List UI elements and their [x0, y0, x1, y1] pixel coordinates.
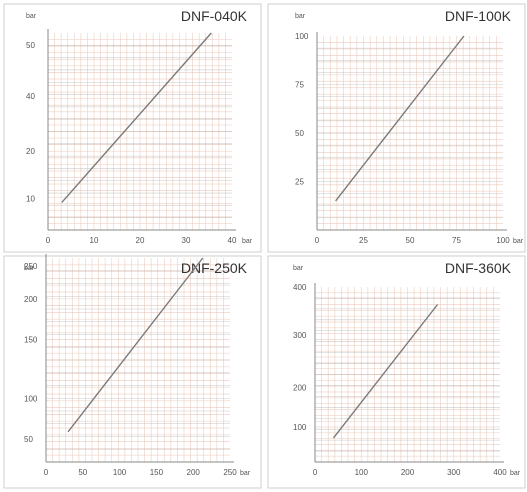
x-tick-label: 150	[150, 468, 164, 477]
x-tick-label: 300	[447, 468, 461, 477]
x-tick-label: 0	[313, 468, 318, 477]
y-tick-label: 150	[24, 336, 38, 345]
chart-panel-1: DNF-040K bar 0 10 20 30 40 bar 10 20 40 50	[3, 3, 262, 253]
x-axis-label: bar	[513, 238, 524, 245]
x-axis-label: bar	[240, 470, 251, 477]
x-tick-label: 0	[315, 236, 320, 245]
y-tick-label: 100	[24, 394, 38, 403]
x-tick-label: 50	[78, 468, 87, 477]
y-tick-label: 10	[26, 194, 35, 203]
y-tick-label: 50	[26, 41, 35, 50]
y-tick-label: 300	[293, 331, 307, 340]
y-tick-label: 400	[293, 283, 307, 292]
x-tick-label: 100	[355, 468, 369, 477]
y-tick-label: 200	[24, 295, 38, 304]
series-line	[67, 257, 204, 433]
y-tick-label: 250	[24, 262, 38, 271]
panel-frame	[267, 3, 526, 253]
panel-frame	[3, 255, 262, 489]
panel-title: DNF-100K	[445, 8, 512, 24]
x-tick-label: 250	[223, 468, 237, 477]
y-tick-label: 75	[295, 81, 304, 90]
y-axis-label: bar	[24, 265, 35, 272]
x-tick-label: 100	[496, 236, 510, 245]
panel-title: DNF-040K	[181, 8, 248, 24]
series-line	[332, 304, 439, 439]
y-tick-label: 40	[26, 92, 35, 101]
y-tick-label: 200	[293, 384, 307, 393]
x-axis-label: bar	[242, 238, 253, 245]
x-tick-label: 200	[401, 468, 415, 477]
x-tick-label: 400	[493, 468, 507, 477]
x-tick-label: 100	[113, 468, 127, 477]
x-tick-label: 200	[187, 468, 201, 477]
x-tick-label: 40	[228, 236, 237, 245]
x-tick-label: 75	[452, 236, 461, 245]
y-tick-label: 50	[24, 435, 33, 444]
x-tick-label: 30	[182, 236, 191, 245]
y-tick-label: 25	[295, 178, 304, 187]
y-tick-label: 100	[295, 32, 309, 41]
x-tick-label: 20	[136, 236, 145, 245]
panel-frame	[3, 3, 262, 253]
y-tick-label: 100	[293, 423, 307, 432]
chart-panels: DNF-040K bar 0 10 20 30 40 bar 10 20 40 50 DNF-100K b…	[3, 3, 526, 489]
y-tick-label: 50	[295, 129, 304, 138]
y-axis-label: bar	[293, 265, 304, 272]
y-tick-label: 20	[26, 147, 35, 156]
y-axis-label: bar	[26, 13, 37, 20]
series-line	[61, 32, 212, 203]
panel-title: DNF-360K	[445, 260, 512, 276]
x-tick-label: 0	[44, 468, 49, 477]
x-tick-label: 10	[90, 236, 99, 245]
x-axis-label: bar	[510, 470, 521, 477]
x-tick-label: 0	[46, 236, 51, 245]
x-tick-label: 25	[359, 236, 368, 245]
series-line	[335, 35, 465, 202]
x-tick-label: 50	[406, 236, 415, 245]
panel-frame	[267, 255, 526, 489]
y-axis-label: bar	[295, 13, 306, 20]
